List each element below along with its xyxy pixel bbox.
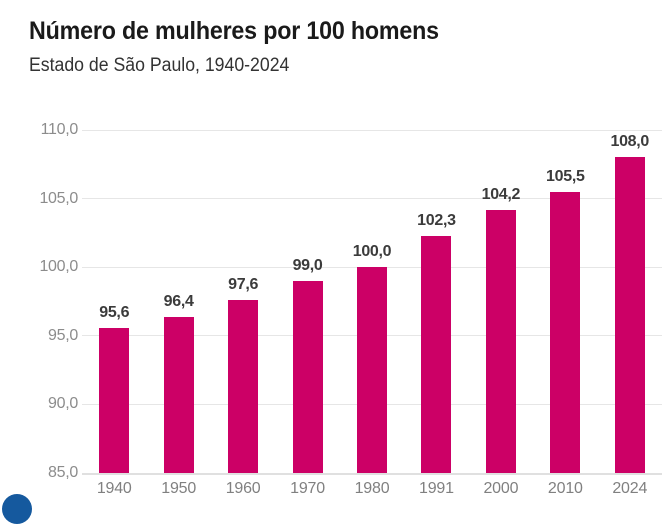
gridline: [82, 129, 662, 131]
bar-value-label: 97,6: [228, 276, 259, 294]
y-axis-tick-label: 105,0: [39, 189, 78, 207]
bar-value-label: 104,2: [481, 185, 521, 203]
bar-value-label: 100,0: [352, 243, 392, 261]
bar[interactable]: [357, 267, 387, 473]
plot-area: 110,0 105,0 100,0 95,0 90,0 85,0 95,6 96,4 97,6…: [0, 0, 662, 508]
bar-value-label: 108,0: [610, 133, 650, 151]
bar-series: 95,6 96,4 97,6 99,0 100,0 102,3 104,2 105,5 108,…: [99, 133, 650, 473]
y-axis-tick-label: 95,0: [48, 326, 78, 344]
x-axis-tick-label: 2000: [483, 480, 519, 497]
x-axis-tick-label: 1991: [419, 480, 454, 497]
x-axis-tick-label: 2024: [612, 480, 648, 497]
x-axis-tick-label: 1960: [225, 480, 261, 497]
x-axis-tick-label: 1980: [354, 480, 390, 497]
x-axis-tick-label: 2010: [547, 480, 583, 497]
x-axis-tick-label: 1940: [96, 480, 132, 497]
y-axis-tick-label: 85,0: [48, 464, 78, 481]
bar[interactable]: [99, 327, 130, 473]
x-axis-tick-label: 1970: [290, 480, 325, 497]
chart-header: Número de mulheres por 100 homens Estado…: [29, 16, 649, 78]
y-axis-tick-label: 100,0: [39, 258, 78, 276]
chart-subtitle: Estado de São Paulo, 1940-2024: [29, 55, 290, 76]
bar[interactable]: [550, 191, 581, 473]
bar-value-label: 102,3: [417, 211, 456, 229]
page-title: Número de mulheres por 100 homens: [29, 17, 439, 45]
bar-value-label: 96,4: [163, 292, 194, 310]
bar[interactable]: [163, 316, 194, 473]
bar[interactable]: [228, 300, 259, 473]
x-axis-tick-label: 1950: [161, 480, 197, 497]
y-axis-tick-label: 90,0: [48, 395, 78, 413]
bar-value-label: 95,6: [99, 303, 130, 321]
bar[interactable]: [614, 157, 645, 473]
y-axis: 110,0 105,0 100,0 95,0 90,0 85,0: [0, 0, 78, 508]
bar-value-label: 99,0: [292, 256, 323, 274]
bar-value-label: 105,5: [546, 167, 585, 185]
bar[interactable]: [485, 209, 516, 473]
gridline: [82, 198, 662, 200]
bar[interactable]: [292, 280, 323, 473]
y-axis-tick-label: 110,0: [40, 121, 79, 138]
bar[interactable]: [421, 235, 452, 473]
gridline: [82, 472, 662, 475]
corner-badge-icon: [2, 494, 32, 524]
